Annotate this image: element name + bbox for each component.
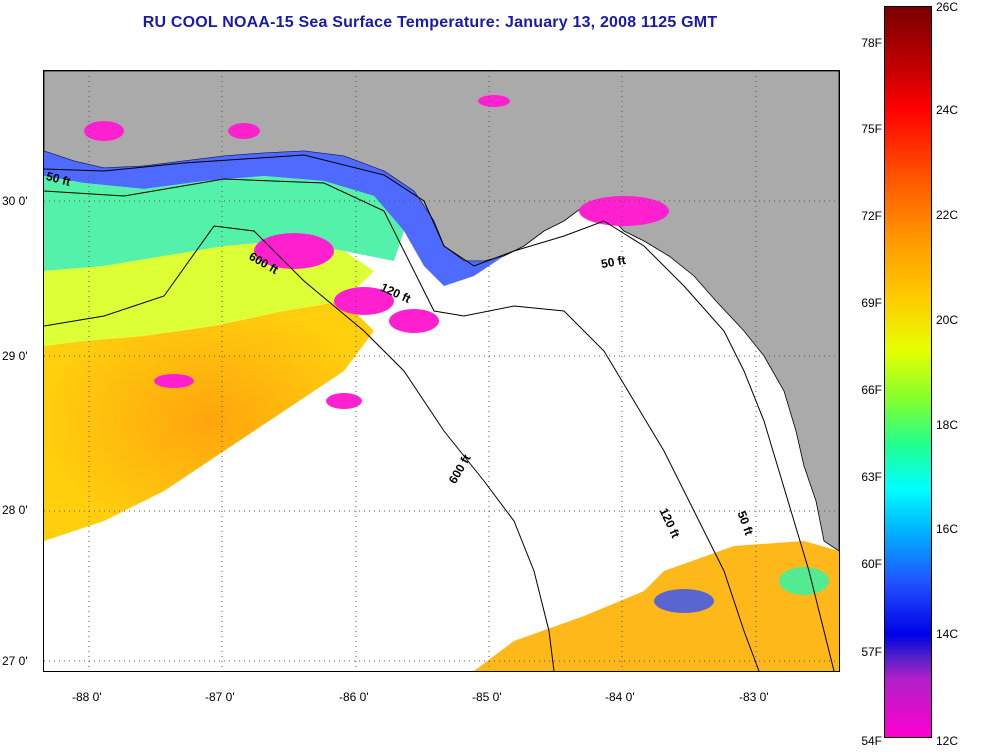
colorbar-c-24: 24C	[936, 103, 959, 117]
offshore-warm-water	[44, 301, 374, 541]
lon-label-86: -86 0'	[339, 690, 369, 704]
southeast-warm-water	[474, 541, 839, 671]
colorbar-f-63: 63F	[861, 470, 882, 484]
colorbar-c-14: 14C	[936, 627, 959, 641]
lon-label-85: -85 0'	[472, 690, 502, 704]
temperature-colorbar	[884, 6, 932, 738]
lat-label-30: 30 0'	[2, 194, 28, 208]
colorbar-f-57: 57F	[861, 645, 882, 659]
cold-eddy	[654, 589, 714, 613]
colorbar-f-75: 75F	[861, 122, 882, 136]
green-patch	[779, 567, 829, 595]
colorbar-c-16: 16C	[936, 522, 959, 536]
colorbar-f-78: 78F	[861, 36, 882, 50]
contour-50ft	[44, 154, 835, 671]
lon-label-83: -83 0'	[739, 690, 769, 704]
contour-600ft	[44, 225, 555, 671]
colorbar-c-26: 26C	[936, 0, 959, 14]
shelf-water-green	[44, 176, 404, 271]
lat-label-29: 29 0'	[2, 349, 28, 363]
graticule	[44, 71, 839, 671]
lat-label-27: 27 0'	[2, 654, 28, 668]
colorbar-c-12: 12C	[936, 734, 959, 748]
lon-label-84: -84 0'	[605, 690, 635, 704]
map-title: RU COOL NOAA-15 Sea Surface Temperature:…	[142, 14, 718, 31]
lat-label-28: 28 0'	[2, 503, 28, 517]
map-canvas	[44, 71, 839, 671]
nearshore-cold-water	[44, 151, 504, 286]
cloud-contamination-patches	[84, 95, 669, 409]
colorbar-f-66: 66F	[861, 383, 882, 397]
colorbar-f-54: 54F	[861, 734, 882, 748]
colorbar-c-22: 22C	[936, 208, 959, 222]
colorbar-f-69: 69F	[861, 296, 882, 310]
colorbar-c-18: 18C	[936, 418, 959, 432]
bathymetry-contours	[44, 154, 835, 671]
lon-label-87: -87 0'	[205, 690, 235, 704]
contour-120ft	[44, 178, 760, 671]
lon-label-88: -88 0'	[72, 690, 102, 704]
colorbar-f-72: 72F	[861, 209, 882, 223]
sst-map	[43, 70, 840, 672]
colorbar-c-20: 20C	[936, 313, 959, 327]
colorbar-f-60: 60F	[861, 557, 882, 571]
